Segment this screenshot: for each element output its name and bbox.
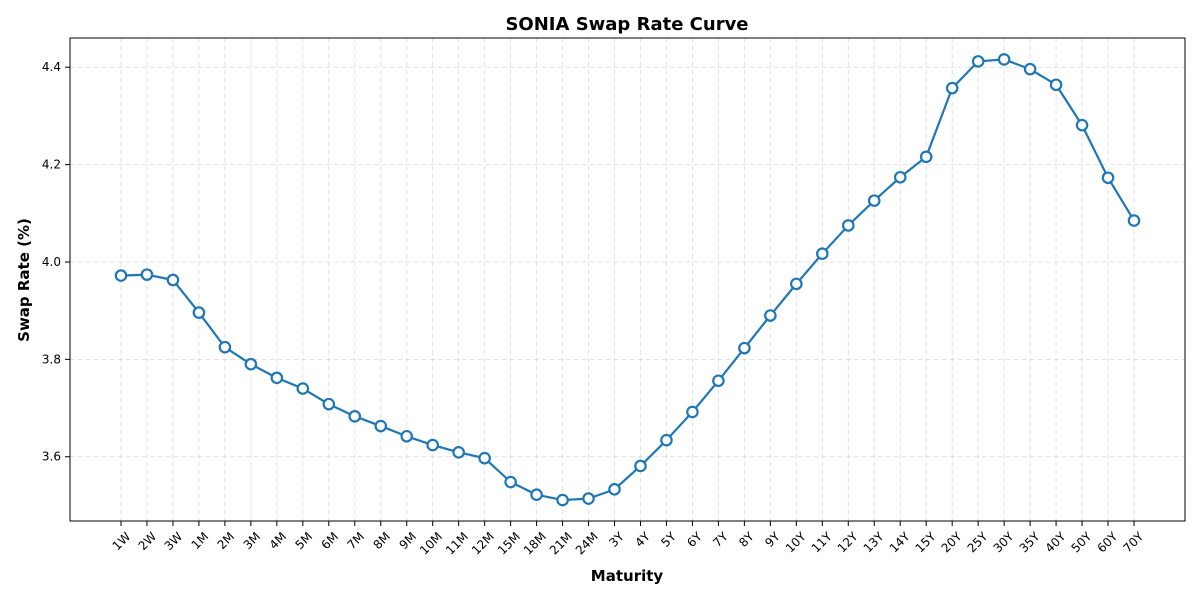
grid [70, 38, 1185, 521]
data-point [1023, 62, 1037, 76]
x-tick-label: 15Y [913, 529, 939, 555]
x-tick-label: 6Y [684, 529, 705, 550]
x-tick-label: 3Y [606, 529, 627, 550]
x-tick-label: 3M [241, 529, 264, 552]
x-tick-label: 2M [215, 529, 238, 552]
x-tick-label: 10Y [783, 529, 809, 555]
data-point [140, 268, 154, 281]
series-layer [114, 53, 1141, 507]
plot-frame [69, 37, 1186, 522]
data-point [530, 488, 543, 502]
data-point [348, 410, 362, 423]
data-point [816, 247, 829, 260]
data-point [452, 446, 465, 459]
x-tick-label: 35Y [1017, 529, 1043, 555]
data-point [504, 475, 517, 489]
x-tick-label: 11Y [809, 529, 835, 555]
data-point [919, 150, 933, 164]
data-point [686, 405, 699, 419]
data-point [608, 483, 621, 496]
data-point [426, 438, 439, 452]
x-tick-label: 21M [547, 529, 575, 557]
x-tick-label: 9Y [762, 529, 783, 550]
chart-title: SONIA Swap Rate Curve [505, 14, 748, 35]
x-tick-label: 13Y [861, 529, 887, 555]
x-tick-label: 20Y [939, 529, 965, 555]
x-tick-label: 6M [319, 529, 342, 552]
x-tick-label: 60Y [1094, 529, 1120, 555]
data-point [1101, 171, 1115, 185]
data-point [867, 194, 881, 207]
data-point [997, 53, 1011, 66]
data-point [634, 459, 647, 473]
data-point [790, 277, 803, 291]
axes: 1W 2W 3W 1M 2M 3M 4M 5M 6M 7M 8M 9M10M11M12M15M18M2… [42, 60, 1147, 557]
data-point [166, 273, 180, 287]
y-tick-label: 4.2 [42, 158, 61, 172]
x-tick-label: 5Y [658, 529, 679, 550]
y-axis-label: Swap Rate (%) [15, 218, 33, 342]
data-point [1127, 214, 1141, 227]
y-tick-label: 4.4 [42, 60, 61, 74]
y-tick-label: 3.6 [42, 450, 61, 464]
data-point [1049, 78, 1063, 92]
x-tick-label: 8M [370, 529, 393, 552]
x-tick-label: 11M [443, 529, 471, 557]
data-point [296, 382, 310, 395]
data-point [114, 269, 128, 282]
x-tick-label: 24M [573, 529, 601, 557]
y-tick-label: 4.0 [42, 255, 61, 269]
x-tick-label: 3W [162, 529, 186, 553]
data-point [1075, 118, 1089, 132]
data-point [945, 81, 959, 95]
data-point [712, 374, 725, 388]
x-tick-label: 12Y [835, 529, 861, 555]
x-tick-label: 25Y [965, 529, 991, 555]
x-tick-label: 8Y [736, 529, 757, 550]
x-tick-label: 12M [469, 529, 497, 557]
data-point [556, 493, 569, 507]
x-tick-label: 2W [136, 529, 160, 553]
data-point [764, 309, 777, 322]
x-tick-label: 14Y [887, 529, 913, 555]
x-tick-label: 7Y [710, 529, 731, 550]
x-tick-label: 1M [189, 529, 212, 552]
x-tick-label: 9M [396, 529, 419, 552]
data-point [374, 419, 388, 433]
data-point [192, 306, 206, 319]
data-point [400, 429, 414, 443]
y-tick-label: 3.8 [42, 352, 61, 366]
data-point [218, 340, 232, 354]
x-tick-label: 50Y [1069, 529, 1095, 555]
x-tick-label: 4M [267, 529, 290, 552]
x-tick-label: 18M [521, 529, 549, 557]
x-tick-label: 10M [417, 529, 445, 557]
x-tick-label: 15M [495, 529, 523, 557]
data-point [270, 371, 284, 385]
x-tick-label: 5M [293, 529, 316, 552]
x-tick-label: 30Y [991, 529, 1017, 555]
data-point [660, 433, 673, 447]
data-point [322, 397, 336, 411]
data-point [841, 219, 855, 232]
x-tick-label: 70Y [1120, 529, 1146, 555]
data-point [478, 451, 491, 465]
data-point [971, 55, 985, 68]
data-point [893, 170, 907, 184]
data-point [582, 492, 595, 505]
x-tick-label: 1W [110, 529, 134, 553]
x-tick-label: 4Y [632, 529, 653, 550]
x-axis-label: Maturity [591, 567, 664, 585]
x-tick-label: 7M [344, 529, 367, 552]
x-tick-label: 40Y [1043, 529, 1069, 555]
data-point [244, 357, 258, 371]
data-point [738, 341, 751, 355]
series-line [120, 58, 1135, 502]
